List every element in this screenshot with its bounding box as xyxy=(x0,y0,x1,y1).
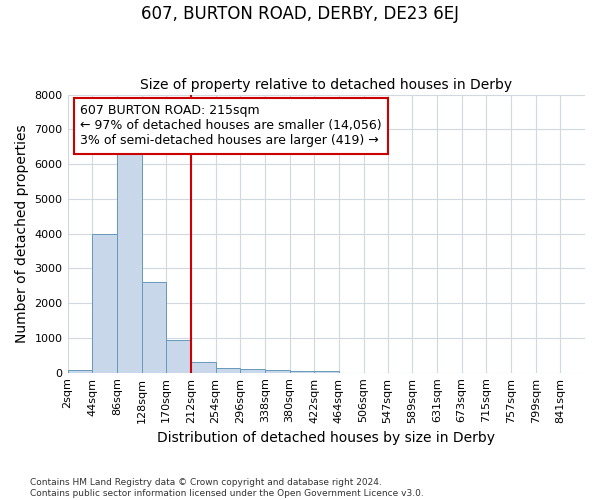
X-axis label: Distribution of detached houses by size in Derby: Distribution of detached houses by size … xyxy=(157,431,495,445)
Bar xyxy=(92,234,117,372)
Bar xyxy=(117,145,142,372)
Text: 607, BURTON ROAD, DERBY, DE23 6EJ: 607, BURTON ROAD, DERBY, DE23 6EJ xyxy=(141,5,459,23)
Bar xyxy=(215,368,240,372)
Text: Contains HM Land Registry data © Crown copyright and database right 2024.
Contai: Contains HM Land Registry data © Crown c… xyxy=(30,478,424,498)
Bar xyxy=(166,340,191,372)
Bar xyxy=(68,370,92,372)
Bar xyxy=(191,362,215,372)
Bar xyxy=(240,369,265,372)
Bar xyxy=(265,370,290,372)
Y-axis label: Number of detached properties: Number of detached properties xyxy=(15,124,29,343)
Bar xyxy=(142,282,166,372)
Title: Size of property relative to detached houses in Derby: Size of property relative to detached ho… xyxy=(140,78,512,92)
Text: 607 BURTON ROAD: 215sqm
← 97% of detached houses are smaller (14,056)
3% of semi: 607 BURTON ROAD: 215sqm ← 97% of detache… xyxy=(80,104,382,148)
Bar xyxy=(290,371,314,372)
